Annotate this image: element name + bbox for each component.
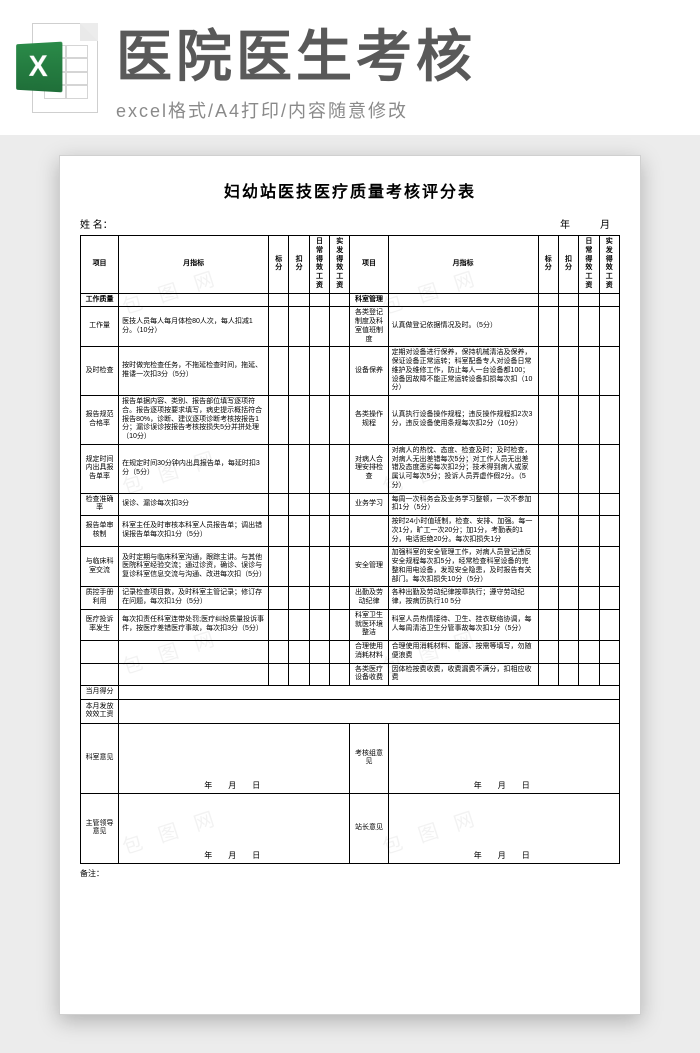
row-standard: 对病人的热忱、态度、检查及时；及时检查，对病人无出差错每次5分；对工作人员无出差… [388, 444, 538, 493]
col-bonus2: 实发得效工资 [599, 236, 619, 294]
col-standard: 月指标 [119, 236, 269, 294]
row-project: 与临床科室交流 [81, 547, 119, 587]
assessment-table: 项目 月指标 标分 扣分 日常得效工资 实发得效工资 项目 月指标 标分 扣分 … [80, 235, 620, 864]
sig-director-label: 站长意见 [350, 793, 388, 863]
row-standard: 合理使用消耗材料、能源、按需等填写，勿随便浪费 [388, 641, 538, 664]
row-label: 当月得分 [81, 686, 119, 700]
table-row: 当月得分 [81, 686, 620, 700]
row-project: 安全管理 [350, 547, 388, 587]
row-project: 业务学习 [350, 493, 388, 516]
row-standard: 加强科室的安全管理工作，对病人员登记违反安全规程每次扣5分，经常检查科室设备的完… [388, 547, 538, 587]
excel-x-glyph: X [16, 41, 62, 92]
col-bonus1: 日常得效工资 [309, 236, 329, 294]
row-standard [119, 641, 269, 664]
name-label: 姓 名： [80, 216, 130, 231]
row-standard: 认真执行设备操作规程；违反操作规程扣2次3分，违反设备使用条规每次扣2分（10分… [388, 396, 538, 445]
row-standard [119, 663, 269, 686]
row-standard: 在规定时间30分钟内出具报告单，每延时扣3分（5分） [119, 444, 269, 493]
col-deduct: 扣分 [289, 236, 309, 294]
signature-row: 科室意见 年 月 日 考核组意见 年 月 日 [81, 723, 620, 793]
row-project: 质控手册利用 [81, 587, 119, 610]
sig-dept-label: 科室意见 [81, 723, 119, 793]
row-project: 检查准确率 [81, 493, 119, 516]
row-standard: 定期对设备进行保养，保持机械清洁及保养，保证设备正常运转；科室配备专人对设备日常… [388, 347, 538, 396]
row-standard: 记录检查项目数，及时科室主管记录；修订存在问题，每次扣1分（5分） [119, 587, 269, 610]
table-row: 医疗投诉率发生每次扣责任科室连带处罚;医疗纠纷质量投诉事件，按医疗差错医疗事故，… [81, 609, 620, 640]
table-row: 规定时间内出具报告单率在规定时间30分钟内出具报告单，每延时扣3分（5分） 对病人… [81, 444, 620, 493]
note-label: 备注： [80, 868, 620, 879]
col-standard: 月指标 [388, 236, 538, 294]
row-standard: 每周一次科务会及业务学习整顿，一次不参加扣1分（5分） [388, 493, 538, 516]
sig-review-label: 考核组意见 [350, 723, 388, 793]
section-right: 科室管理 [350, 293, 388, 307]
table-row: 质控手册利用记录检查项目数，及时科室主管记录；修订存在问题，每次扣1分（5分） 出… [81, 587, 620, 610]
col-project: 项目 [350, 236, 388, 294]
page-subtitle: excel格式/A4打印/内容随意修改 [116, 97, 476, 123]
year-month-label: 年 月 [560, 216, 620, 231]
col-score: 标分 [269, 236, 289, 294]
sig-date: 年 月 日 [474, 851, 534, 861]
row-project: 各类医疗设备收费 [350, 663, 388, 686]
section-left: 工作质量 [81, 293, 119, 307]
row-standard: 及时定期与临床科室沟通，跟踪主讲。与其他医院科室经验交流；通过诊资，确诊、误诊与… [119, 547, 269, 587]
row-project: 规定时间内出具报告单率 [81, 444, 119, 493]
signature-row: 主管领导意见 年 月 日 站长意见 年 月 日 [81, 793, 620, 863]
name-year-line: 姓 名： 年 月 [80, 216, 620, 231]
document-title: 妇幼站医技医疗质量考核评分表 [80, 178, 620, 202]
row-project [81, 641, 119, 664]
row-standard: 医技人员每人每月体检80人次，每人扣减1分。（10分） [119, 307, 269, 347]
table-row: 报告规范合格率报告单据内容、类别、报告部位填写逐项符合。报告逐项按要求填写，病史… [81, 396, 620, 445]
row-standard: 各种出勤及劳动纪律按章执行；遵守劳动纪律，按病历执行10 5分 [388, 587, 538, 610]
col-bonus2: 实发得效工资 [330, 236, 350, 294]
excel-icon: X [14, 23, 98, 113]
row-standard: 每次扣责任科室连带处罚;医疗纠纷质量投诉事件，按医疗差错医疗事故，每次扣3分（5… [119, 609, 269, 640]
sig-leader-label: 主管领导意见 [81, 793, 119, 863]
sig-date: 年 月 日 [474, 781, 534, 791]
col-deduct: 扣分 [558, 236, 578, 294]
page-title: 医院医生考核 [116, 12, 476, 93]
row-project: 合理使用消耗材料 [350, 641, 388, 664]
row-project [350, 516, 388, 547]
col-score: 标分 [538, 236, 558, 294]
row-standard: 科室人员热情接待、卫生、挂衣联络协调，每人每周清洁卫生分管事故每次扣1分（5分） [388, 609, 538, 640]
row-project: 设备保养 [350, 347, 388, 396]
table-header-row: 项目 月指标 标分 扣分 日常得效工资 实发得效工资 项目 月指标 标分 扣分 … [81, 236, 620, 294]
row-project: 各类操作规程 [350, 396, 388, 445]
row-project: 报告规范合格率 [81, 396, 119, 445]
document-sheet: 包 图 网 包 图 网 包 图 网 包 图 网 包 图 网 包 图 网 包 图 … [59, 155, 641, 1015]
row-project: 报告单审核制 [81, 516, 119, 547]
row-standard: 按时做完检查任务，不拖延检查时间，拖延、推诿一次扣3分（5分） [119, 347, 269, 396]
row-project: 科室卫生就医环境整洁 [350, 609, 388, 640]
sig-date: 年 月 日 [204, 781, 264, 791]
sig-date: 年 月 日 [204, 851, 264, 861]
row-standard: 认真做登记依据情况及时。（5分） [388, 307, 538, 347]
row-project: 医疗投诉率发生 [81, 609, 119, 640]
row-label: 本月发放效效工资 [81, 699, 119, 723]
row-project: 各类登记制度及科室值班制度 [350, 307, 388, 347]
col-project: 项目 [81, 236, 119, 294]
row-standard: 按时24小时值班制，检查、安排、加强。每一次1分，旷工一次20分；加1分，考勤表… [388, 516, 538, 547]
table-row: 检查准确率误诊、漏诊每次扣3分 业务学习每周一次科务会及业务学习整顿，一次不参加扣… [81, 493, 620, 516]
row-project: 对病人合理安排检查 [350, 444, 388, 493]
col-bonus1: 日常得效工资 [579, 236, 599, 294]
section-header-row: 工作质量 科室管理 [81, 293, 620, 307]
table-row: 合理使用消耗材料合理使用消耗材料、能源、按需等填写，勿随便浪费 [81, 641, 620, 664]
row-standard: 因体检按费收费，收费漏费不满分，扣相应收费 [388, 663, 538, 686]
row-project: 出勤及劳动纪律 [350, 587, 388, 610]
table-row: 各类医疗设备收费因体检按费收费，收费漏费不满分，扣相应收费 [81, 663, 620, 686]
table-row: 工作量医技人员每人每月体检80人次，每人扣减1分。（10分） 各类登记制度及科室值… [81, 307, 620, 347]
table-row: 本月发放效效工资 [81, 699, 620, 723]
table-row: 与临床科室交流及时定期与临床科室沟通，跟踪主讲。与其他医院科室经验交流；通过诊资… [81, 547, 620, 587]
row-project: 工作量 [81, 307, 119, 347]
table-row: 及时检查按时做完检查任务，不拖延检查时间，拖延、推诿一次扣3分（5分） 设备保养定… [81, 347, 620, 396]
row-project [81, 663, 119, 686]
row-project: 及时检查 [81, 347, 119, 396]
table-row: 报告单审核制科室主任及时审核本科室人员报告单；调出错误报告单每次扣1分（5分） 按… [81, 516, 620, 547]
header: X 医院医生考核 excel格式/A4打印/内容随意修改 [0, 0, 700, 135]
row-standard: 报告单据内容、类别、报告部位填写逐项符合。报告逐项按要求填写，病史提示概括符合报… [119, 396, 269, 445]
row-standard: 误诊、漏诊每次扣3分 [119, 493, 269, 516]
row-standard: 科室主任及时审核本科室人员报告单；调出错误报告单每次扣1分（5分） [119, 516, 269, 547]
